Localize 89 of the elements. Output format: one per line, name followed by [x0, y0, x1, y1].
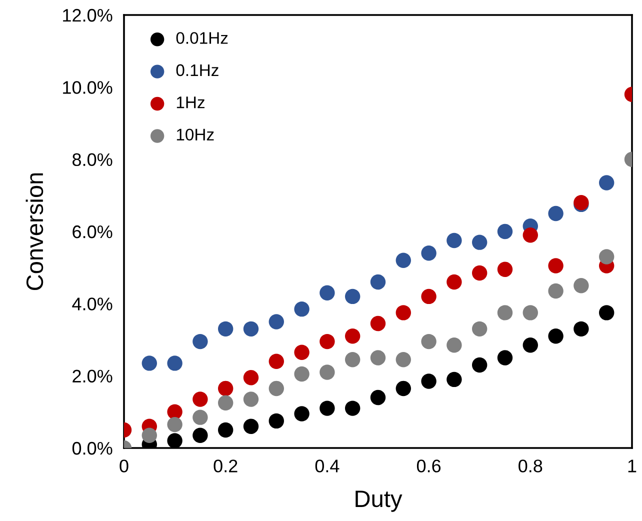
point: [243, 418, 259, 434]
point: [598, 175, 614, 190]
x-axis-title: Duty: [356, 490, 402, 512]
y-tick-label: 8.0%: [72, 153, 112, 166]
x-tick-label: 1: [628, 460, 636, 472]
point: [370, 350, 386, 366]
y-tick-label: 0.0%: [72, 442, 112, 455]
point: [421, 374, 436, 389]
point: [497, 305, 513, 320]
point: [548, 328, 564, 344]
point: [218, 395, 234, 411]
point: [320, 334, 335, 350]
point: [548, 206, 564, 222]
point: [497, 224, 513, 240]
point: [370, 316, 386, 332]
point: [472, 321, 488, 337]
point: [243, 370, 259, 386]
point: [192, 428, 208, 443]
point: [218, 422, 234, 438]
legend-label: 0.01Hz: [176, 32, 228, 44]
y-tick-label: 12.0%: [63, 8, 112, 22]
point: [396, 352, 412, 368]
point: [370, 390, 386, 406]
point: [472, 234, 488, 250]
point: [344, 400, 360, 416]
legend-label: 0.1Hz: [176, 64, 218, 76]
point: [243, 321, 259, 337]
point: [167, 416, 182, 432]
point: [548, 258, 564, 274]
point: [497, 350, 513, 366]
point: [446, 274, 462, 290]
point: [320, 364, 335, 380]
legend-label: 1Hz: [176, 96, 204, 108]
point: [344, 352, 360, 368]
y-axis-title: Conversion: [26, 173, 44, 290]
point: [446, 372, 462, 388]
point: [446, 232, 462, 248]
point: [472, 265, 488, 281]
point: [497, 262, 513, 277]
y-tick-label: 6.0%: [72, 225, 112, 238]
point: [192, 392, 208, 407]
y-tick-label: 10.0%: [63, 81, 112, 94]
point: [522, 305, 538, 320]
point: [243, 392, 259, 407]
point: [294, 301, 310, 317]
point: [522, 228, 538, 243]
x-tick-label: 0.4: [315, 460, 340, 472]
point: [421, 246, 436, 261]
point: [192, 410, 208, 425]
x-tick-label: 0.6: [416, 460, 441, 472]
point: [574, 278, 589, 294]
point: [421, 334, 436, 350]
point: [142, 428, 158, 443]
point: [167, 404, 182, 420]
point: [294, 406, 310, 422]
legend-label: 10Hz: [176, 128, 214, 141]
y-tick-label: 4.0%: [72, 298, 112, 310]
point: [294, 344, 310, 360]
point: [167, 356, 182, 371]
point: [598, 249, 614, 264]
point: [192, 334, 208, 350]
point: [320, 285, 335, 300]
point: [598, 305, 614, 320]
point: [268, 413, 284, 429]
point: [548, 283, 564, 299]
point: [344, 288, 360, 304]
x-tick-label: 0: [120, 460, 128, 472]
x-tick-label: 0.8: [518, 460, 542, 472]
point: [446, 338, 462, 353]
point: [421, 288, 436, 304]
point: [218, 380, 234, 396]
point: [167, 433, 182, 448]
point: [472, 357, 488, 373]
point: [370, 274, 386, 290]
point: [396, 252, 412, 268]
point: [522, 338, 538, 353]
point: [142, 356, 158, 371]
point: [268, 380, 284, 396]
point: [396, 380, 412, 396]
point: [574, 321, 589, 337]
point: [268, 354, 284, 370]
point: [320, 400, 335, 416]
point: [294, 366, 310, 382]
point: [396, 305, 412, 320]
y-tick-label: 2.0%: [72, 370, 112, 383]
point: [344, 328, 360, 344]
point: [218, 321, 234, 337]
point: [268, 314, 284, 330]
x-tick-label: 0.2: [214, 460, 238, 472]
